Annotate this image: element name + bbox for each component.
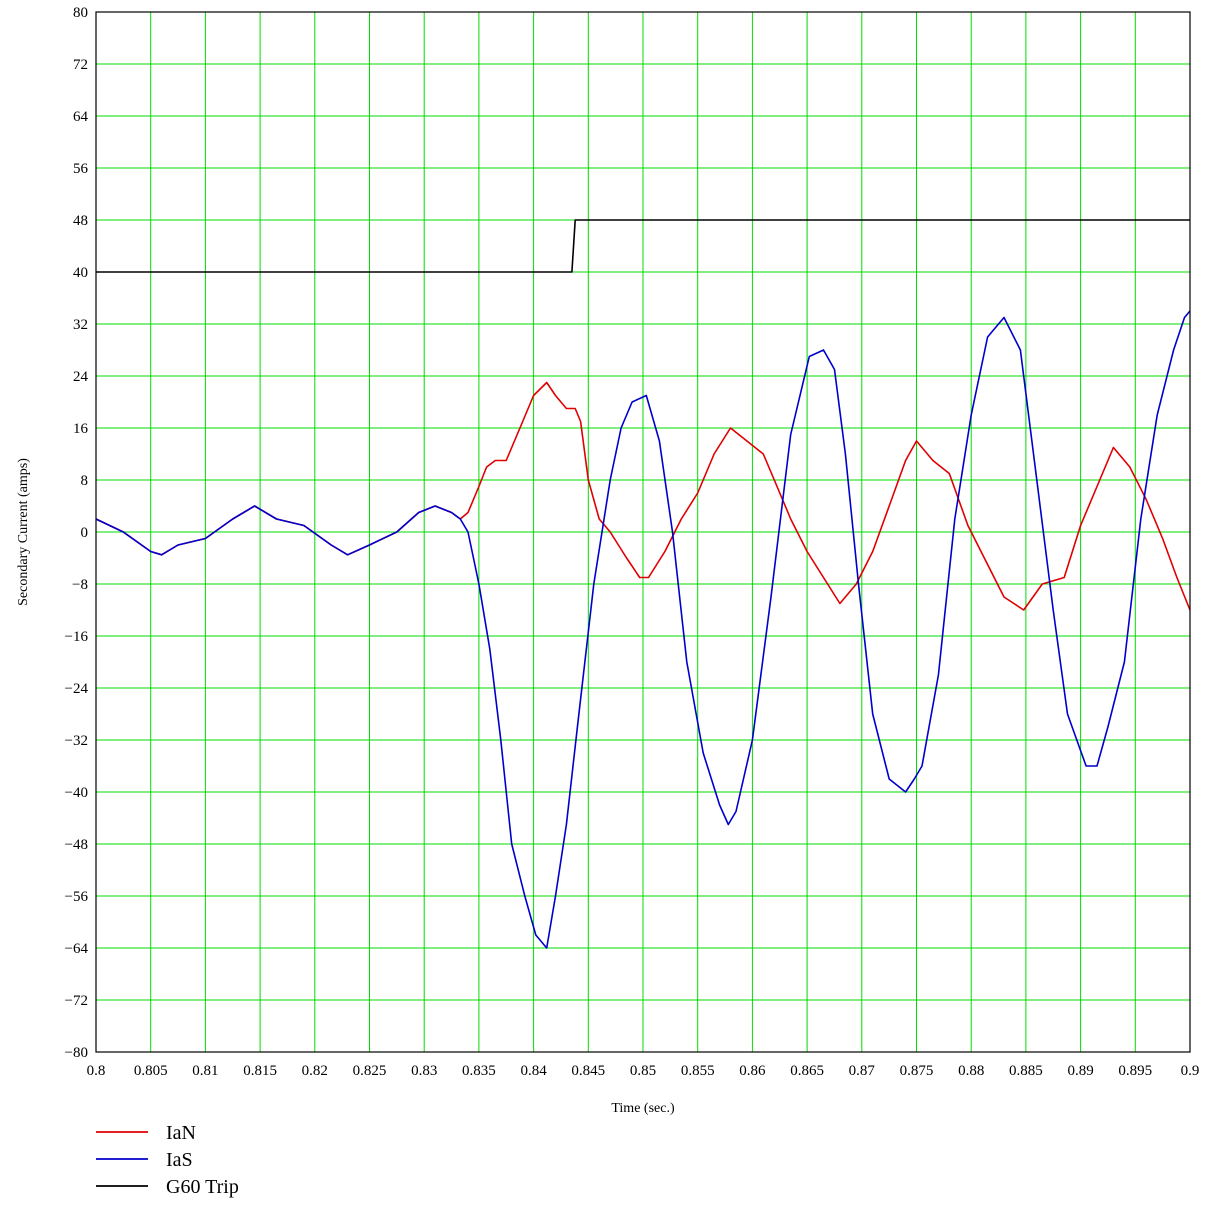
y-tick-label: −16	[65, 629, 89, 645]
y-tick-label: 8	[81, 473, 89, 489]
y-tick-label: 64	[73, 109, 89, 125]
x-tick-label: 0.82	[302, 1063, 328, 1079]
x-tick-label: 0.85	[630, 1063, 656, 1079]
y-tick-label: −64	[65, 941, 89, 957]
legend-label: G60 Trip	[166, 1176, 239, 1198]
y-tick-label: 56	[73, 161, 89, 177]
legend-label: IaS	[166, 1149, 193, 1171]
x-axis-label: Time (sec.)	[611, 1101, 675, 1116]
series-line-g60-trip	[96, 219, 1190, 273]
y-tick-label: −72	[65, 993, 88, 1009]
x-tick-label: 0.815	[243, 1063, 277, 1079]
y-axis-label: Secondary Current (amps)	[16, 458, 31, 606]
x-tick-label: 0.86	[739, 1063, 766, 1079]
y-tick-label: 72	[73, 57, 88, 73]
y-tick-label: 24	[73, 369, 89, 385]
x-tick-label: 0.9	[1181, 1063, 1200, 1079]
x-tick-labels: 0.8 0.805 0.81 0.815 0.82 0.825 0.83 0.835 0.84 0…	[87, 1063, 1200, 1079]
x-tick-label: 0.845	[571, 1063, 605, 1079]
x-tick-label: 0.88	[958, 1063, 984, 1079]
legend: IaN IaS G60 Trip	[96, 1122, 239, 1198]
y-tick-label: 80	[73, 5, 88, 21]
x-tick-label: 0.805	[134, 1063, 168, 1079]
y-tick-label: −48	[65, 837, 88, 853]
legend-item: IaN	[96, 1122, 196, 1144]
x-tick-label: 0.865	[790, 1063, 824, 1079]
legend-label: IaN	[166, 1122, 196, 1144]
y-tick-label: 48	[73, 213, 88, 229]
x-tick-label: 0.81	[192, 1063, 218, 1079]
legend-item: G60 Trip	[96, 1176, 239, 1198]
y-tick-label: −32	[65, 733, 88, 749]
x-tick-label: 0.855	[681, 1063, 715, 1079]
y-tick-label: 40	[73, 265, 88, 281]
x-tick-label: 0.875	[900, 1063, 934, 1079]
x-tick-label: 0.83	[411, 1063, 437, 1079]
y-tick-label: −24	[65, 681, 89, 697]
x-tick-label: 0.89	[1067, 1063, 1093, 1079]
y-tick-label: −40	[65, 785, 88, 801]
x-tick-label: 0.885	[1009, 1063, 1043, 1079]
legend-item: IaS	[96, 1149, 193, 1171]
y-tick-label: −56	[65, 889, 89, 905]
y-tick-labels: 80726456484032241680−8−16−24−32−40−48−56…	[65, 5, 89, 1061]
x-tick-label: 0.84	[520, 1063, 547, 1079]
y-tick-label: −8	[72, 577, 88, 593]
y-tick-label: 16	[73, 421, 89, 437]
x-tick-label: 0.825	[353, 1063, 387, 1079]
series-group	[95, 219, 1191, 949]
plot-frame	[95, 11, 1191, 1053]
x-tick-label: 0.87	[849, 1063, 876, 1079]
x-tick-label: 0.835	[462, 1063, 496, 1079]
y-tick-label: −80	[65, 1045, 88, 1061]
series-line-ias	[95, 310, 1191, 949]
x-tick-label: 0.8	[87, 1063, 106, 1079]
grid	[95, 11, 1191, 1053]
y-tick-label: 32	[73, 317, 88, 333]
y-tick-label: 0	[81, 525, 89, 541]
x-tick-label: 0.895	[1118, 1063, 1152, 1079]
